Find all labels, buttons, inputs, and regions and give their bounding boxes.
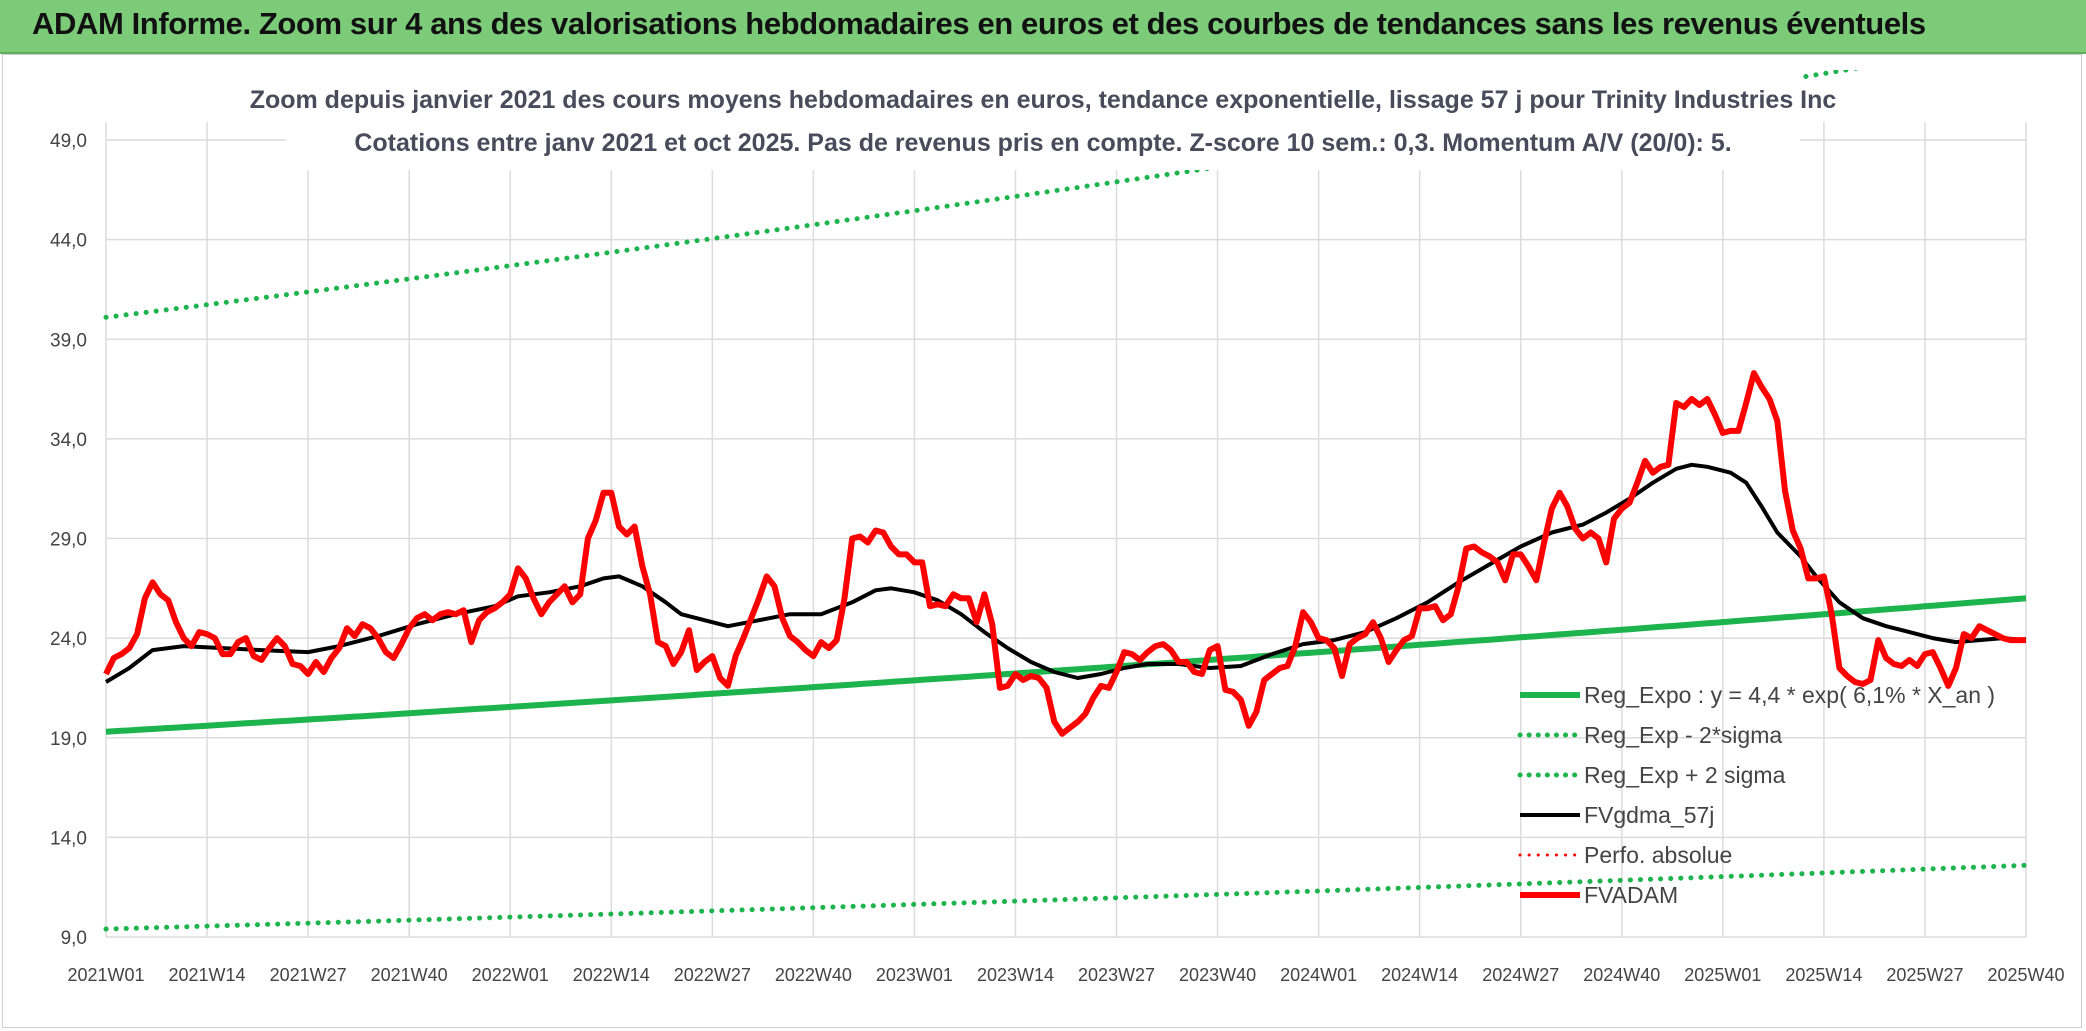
legend-label: Reg_Exp + 2 sigma: [1584, 762, 1786, 788]
y-axis-ticks: 9,0 14,0 19,0 24,0 29,0 34,0 39,0 44,0 49,0: [50, 131, 87, 949]
y-tick-label: 14,0: [50, 828, 87, 849]
x-tick-label: 2021W14: [169, 965, 246, 985]
series-fvgdma-57j: [104, 462, 2027, 684]
legend-label: Perfo. absolue: [1584, 842, 1732, 868]
series-fvadam: [103, 370, 2026, 737]
legend-label: Reg_Exp - 2*sigma: [1584, 722, 1782, 748]
y-tick-label: 29,0: [50, 530, 87, 551]
x-tick-label: 2024W14: [1381, 965, 1458, 985]
x-tick-label: 2025W14: [1785, 965, 1862, 985]
chart-titles: Zoom depuis janvier 2021 des cours moyen…: [250, 74, 1837, 170]
x-tick-label: 2021W40: [371, 965, 448, 985]
chart-title: Zoom depuis janvier 2021 des cours moyen…: [250, 86, 1837, 114]
y-tick-label: 44,0: [50, 231, 87, 252]
x-tick-label: 2023W14: [977, 965, 1054, 985]
y-tick-label: 24,0: [50, 629, 87, 650]
header-banner: ADAM Informe. Zoom sur 4 ans des valoris…: [0, 0, 2086, 54]
series-reg-expo: [105, 595, 2027, 735]
x-tick-label: 2025W40: [1987, 965, 2064, 985]
x-tick-label: 2025W27: [1886, 965, 1963, 985]
series-reg-minus-2sigma: [103, 862, 2028, 932]
x-tick-label: 2025W01: [1684, 965, 1761, 985]
title-background: [286, 74, 1800, 170]
y-tick-label: 39,0: [50, 330, 87, 351]
series-layer: [103, 70, 2028, 932]
y-tick-label: 9,0: [61, 928, 87, 949]
x-tick-label: 2021W01: [67, 965, 144, 985]
y-tick-label: 19,0: [50, 729, 87, 750]
x-tick-label: 2024W27: [1482, 965, 1559, 985]
y-tick-label: 34,0: [50, 430, 87, 451]
chart-subtitle: Cotations entre janv 2021 et oct 2025. P…: [354, 129, 1731, 157]
legend: Reg_Expo : y = 4,4 * exp( 6,1% * X_an ) R…: [1517, 682, 1995, 908]
legend-label: Reg_Expo : y = 4,4 * exp( 6,1% * X_an ): [1584, 682, 1995, 708]
x-tick-label: 2022W01: [472, 965, 549, 985]
page-title: ADAM Informe. Zoom sur 4 ans des valoris…: [32, 6, 1926, 41]
x-tick-label: 2021W27: [270, 965, 347, 985]
legend-label: FVADAM: [1584, 882, 1678, 908]
gridlines: [105, 122, 2027, 938]
x-tick-label: 2024W40: [1583, 965, 1660, 985]
x-tick-label: 2023W40: [1179, 965, 1256, 985]
x-tick-label: 2022W14: [573, 965, 650, 985]
x-tick-label: 2023W27: [1078, 965, 1155, 985]
x-tick-label: 2022W40: [775, 965, 852, 985]
x-tick-label: 2023W01: [876, 965, 953, 985]
legend-label: FVgdma_57j: [1584, 802, 1714, 828]
chart-frame: [2, 54, 2082, 1028]
x-tick-label: 2022W27: [674, 965, 751, 985]
x-tick-label: 2024W01: [1280, 965, 1357, 985]
y-tick-label: 49,0: [50, 131, 87, 152]
x-axis-ticks: 2021W01 2021W14 2021W27 2021W40 2022W01 2022W…: [67, 965, 2064, 985]
